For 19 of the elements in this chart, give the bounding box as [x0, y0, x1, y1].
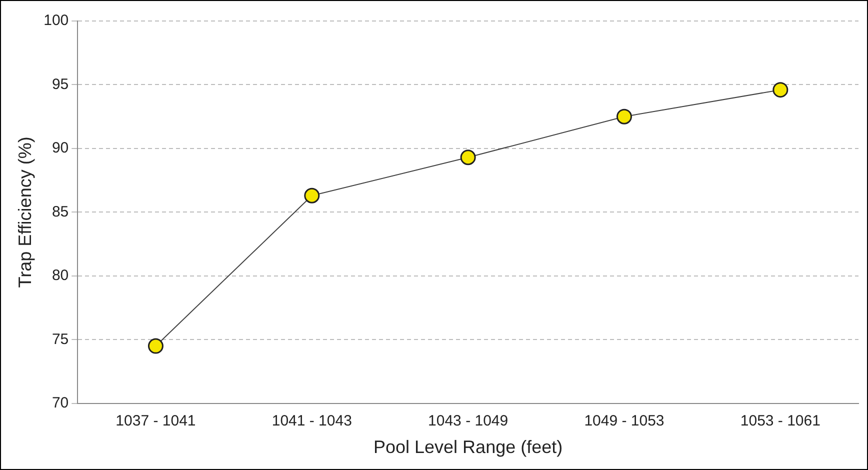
- y-tick-label: 70: [52, 394, 69, 412]
- y-tick-label: 90: [52, 140, 69, 157]
- point: [304, 188, 320, 204]
- y-tick-label: 100: [44, 12, 69, 30]
- point: [148, 338, 164, 354]
- point: [460, 150, 476, 166]
- y-axis-title: Trap Efficiency (%): [14, 136, 35, 288]
- x-tick-label: 1049 - 1053: [584, 412, 664, 430]
- point: [772, 82, 788, 98]
- y-tick-label: 75: [52, 330, 69, 348]
- x-axis-title: Pool Level Range (feet): [374, 437, 563, 458]
- x-tick-label: 1041 - 1043: [272, 412, 352, 430]
- y-tick-label: 80: [52, 267, 69, 284]
- x-tick-label: 1043 - 1049: [428, 412, 508, 430]
- y-tick-label: 95: [52, 76, 69, 93]
- point: [616, 108, 632, 124]
- y-tick-label: 85: [52, 203, 69, 220]
- x-tick-label: 1053 - 1061: [740, 412, 820, 430]
- x-tick-label: 1037 - 1041: [116, 412, 196, 430]
